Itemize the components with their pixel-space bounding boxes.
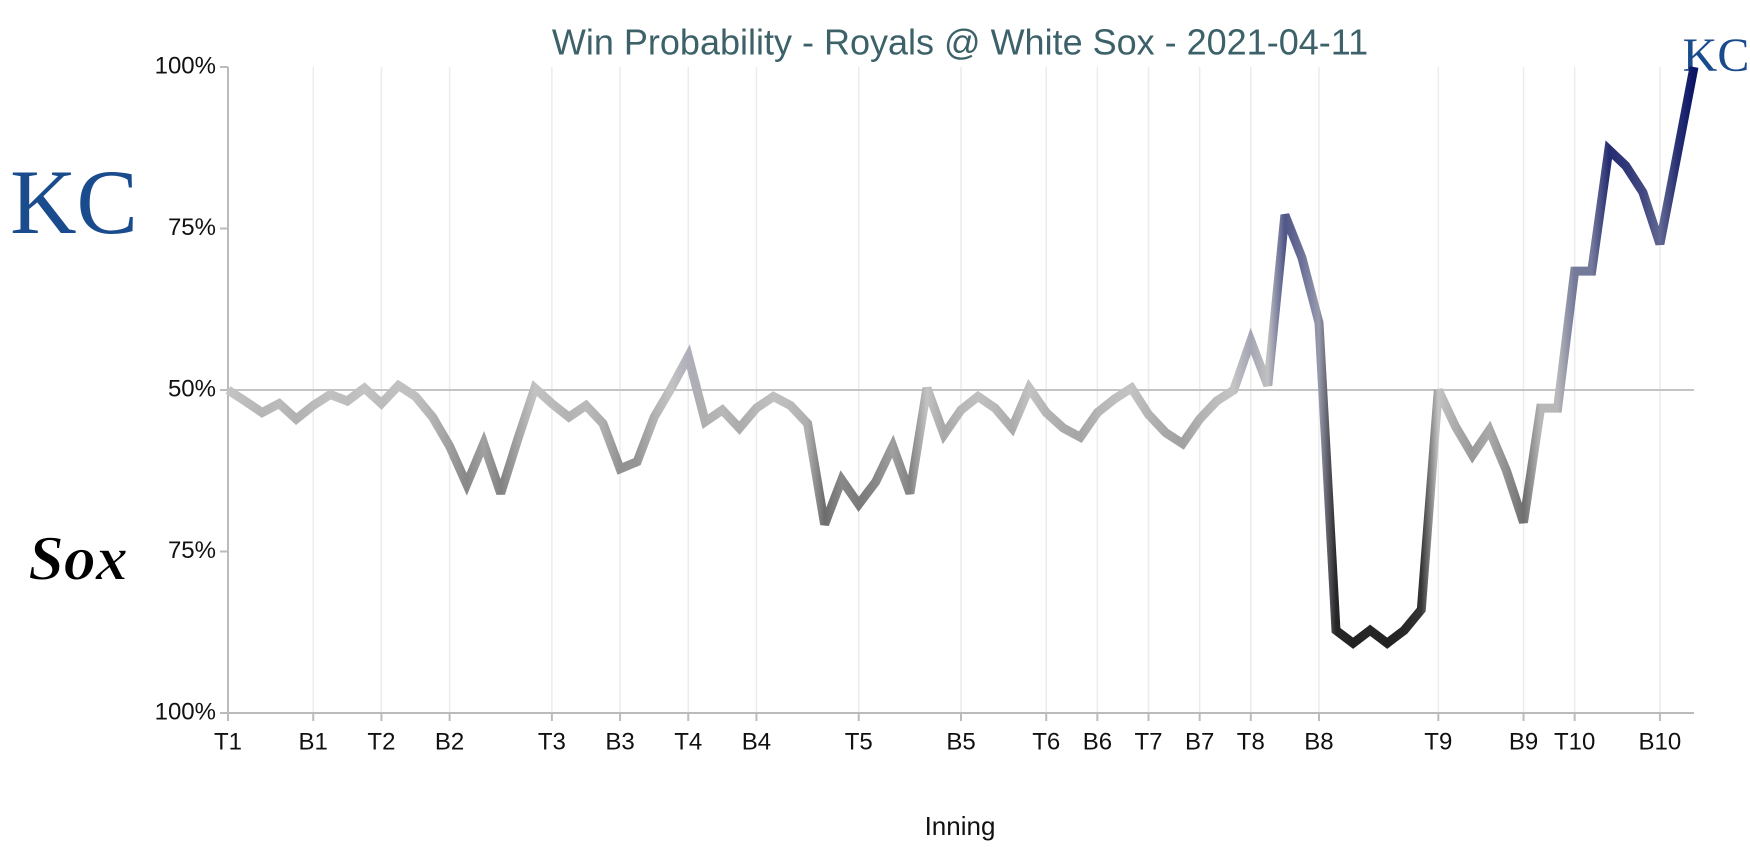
x-tick-label: B6 bbox=[1083, 728, 1112, 755]
chart-title: Win Probability - Royals @ White Sox - 2… bbox=[552, 22, 1368, 63]
y-tick-label: 50% bbox=[168, 375, 216, 402]
x-tick-label: B2 bbox=[435, 728, 464, 755]
x-tick-label: B1 bbox=[299, 728, 328, 755]
x-tick-label: B10 bbox=[1639, 728, 1682, 755]
x-tick-label: T6 bbox=[1032, 728, 1060, 755]
away-logo: KC bbox=[10, 151, 138, 253]
x-tick-label: T1 bbox=[214, 728, 242, 755]
x-tick-label: T9 bbox=[1424, 728, 1452, 755]
y-tick-label: 100% bbox=[155, 698, 216, 725]
x-tick-label: T10 bbox=[1554, 728, 1595, 755]
x-axis-label: Inning bbox=[925, 811, 996, 841]
home-logo: Sox bbox=[28, 523, 128, 594]
x-tick-label: T2 bbox=[367, 728, 395, 755]
x-tick-label: T5 bbox=[845, 728, 873, 755]
y-tick-label: 75% bbox=[168, 537, 216, 564]
x-tick-label: B3 bbox=[605, 728, 634, 755]
y-tick-label: 75% bbox=[168, 214, 216, 241]
x-tick-label: B8 bbox=[1304, 728, 1333, 755]
win-probability-line bbox=[225, 66, 1699, 649]
x-tick-label: T8 bbox=[1237, 728, 1265, 755]
x-tick-label: T3 bbox=[538, 728, 566, 755]
x-tick-label: B9 bbox=[1509, 728, 1538, 755]
x-tick-label: B7 bbox=[1185, 728, 1214, 755]
x-tick-label: T4 bbox=[674, 728, 702, 755]
x-tick-label: B5 bbox=[946, 728, 975, 755]
x-tick-label: B4 bbox=[742, 728, 771, 755]
x-tick-label: T7 bbox=[1135, 728, 1163, 755]
y-tick-label: 100% bbox=[155, 52, 216, 79]
